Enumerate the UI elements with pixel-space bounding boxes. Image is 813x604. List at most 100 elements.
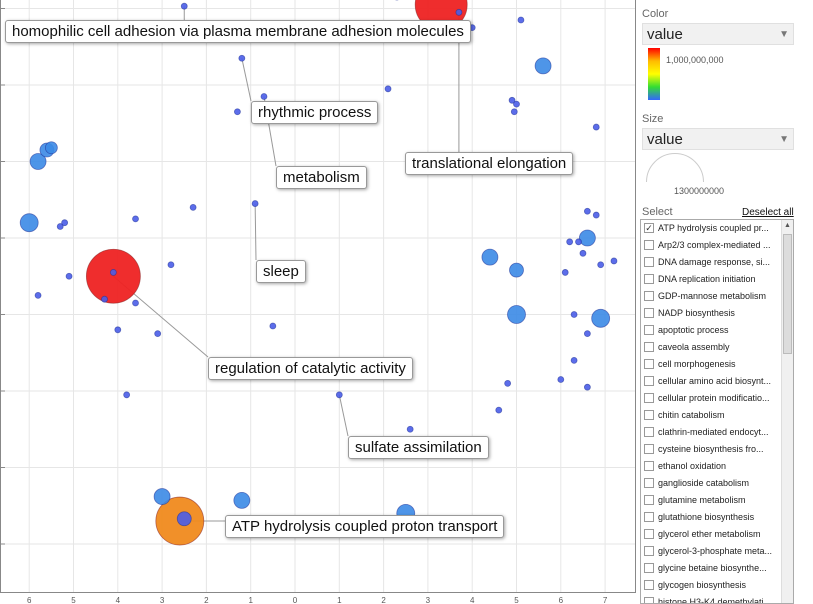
bubble-point[interactable] xyxy=(132,299,139,307)
bubble-point[interactable] xyxy=(509,262,524,278)
bubble-point[interactable] xyxy=(238,54,246,62)
checkbox[interactable] xyxy=(644,512,654,522)
bubble-point[interactable] xyxy=(583,330,591,338)
bubble-point[interactable] xyxy=(406,425,414,433)
checkbox[interactable] xyxy=(644,461,654,471)
size-select[interactable]: value ▼ xyxy=(642,128,794,150)
select-list-item[interactable]: glycogen biosynthesis xyxy=(641,577,781,594)
checkbox[interactable] xyxy=(644,376,654,386)
bubble-point[interactable] xyxy=(19,213,39,233)
select-list-item[interactable]: Arp2/3 complex-mediated ... xyxy=(641,237,781,254)
bubble-point[interactable] xyxy=(557,376,565,383)
bubble-point[interactable] xyxy=(335,391,343,399)
checkbox[interactable] xyxy=(644,478,654,488)
checkbox[interactable] xyxy=(644,274,654,284)
bubble-point[interactable] xyxy=(384,85,392,93)
checkbox[interactable] xyxy=(644,291,654,301)
select-list-item[interactable]: ✓ ATP hydrolysis coupled pr... xyxy=(641,220,781,237)
bubble-point[interactable] xyxy=(29,153,47,170)
select-list-item[interactable]: cysteine biosynthesis fro... xyxy=(641,441,781,458)
select-list-item[interactable]: NADP biosynthesis xyxy=(641,305,781,322)
select-list-item[interactable]: DNA replication initiation xyxy=(641,271,781,288)
bubble-point[interactable] xyxy=(508,96,516,104)
scroll-thumb[interactable] xyxy=(783,234,792,354)
select-list-item[interactable]: glycine betaine biosynthe... xyxy=(641,560,781,577)
scroll-up-icon[interactable]: ▲ xyxy=(784,222,791,229)
checkbox[interactable] xyxy=(644,427,654,437)
bubble-point[interactable] xyxy=(504,379,512,387)
select-list-item[interactable]: glutathione biosynthesis xyxy=(641,509,781,526)
select-list-item[interactable]: cell morphogenesis xyxy=(641,356,781,373)
select-list-item[interactable]: DNA damage response, si... xyxy=(641,254,781,271)
bubble-point[interactable] xyxy=(570,311,578,318)
bubble-point[interactable] xyxy=(592,123,600,131)
checkbox[interactable] xyxy=(644,444,654,454)
checkbox[interactable] xyxy=(644,308,654,318)
bubble-point[interactable] xyxy=(481,248,499,266)
checkbox[interactable] xyxy=(644,529,654,539)
checkbox[interactable] xyxy=(644,563,654,573)
scrollbar[interactable]: ▲ xyxy=(781,220,793,603)
bubble-point[interactable] xyxy=(85,248,141,304)
select-list-item[interactable]: ethanol oxidation xyxy=(641,458,781,475)
checkbox[interactable] xyxy=(644,342,654,352)
bubble-point[interactable] xyxy=(583,383,591,391)
bubble-point[interactable] xyxy=(251,200,259,207)
checkbox[interactable] xyxy=(644,597,654,603)
bubble-point[interactable] xyxy=(583,207,591,215)
bubble-point[interactable] xyxy=(189,203,197,211)
bubble-point[interactable] xyxy=(154,330,162,338)
bubble-point[interactable] xyxy=(56,223,64,230)
scatter-plot[interactable]: 6 5 4 3 2 1 0 1 2 3 4 5 6 7 xyxy=(0,0,636,604)
checkbox[interactable] xyxy=(644,495,654,505)
checkbox[interactable] xyxy=(644,257,654,267)
select-list-item[interactable]: chitin catabolism xyxy=(641,407,781,424)
select-listbox[interactable]: ✓ ATP hydrolysis coupled pr... Arp2/3 comp… xyxy=(640,219,794,604)
bubble-point[interactable] xyxy=(260,93,268,100)
checkbox[interactable]: ✓ xyxy=(644,223,654,233)
bubble-point[interactable] xyxy=(592,211,600,219)
select-list-item[interactable]: GDP-mannose metabolism xyxy=(641,288,781,305)
bubble-point[interactable] xyxy=(534,57,552,75)
bubble-point[interactable] xyxy=(167,261,175,269)
bubble-point[interactable] xyxy=(597,261,605,269)
bubble-point[interactable] xyxy=(579,249,587,257)
bubble-point[interactable] xyxy=(109,269,117,276)
bubble-point[interactable] xyxy=(234,108,241,116)
checkbox[interactable] xyxy=(644,546,654,556)
bubble-point[interactable] xyxy=(269,322,277,330)
select-list-item[interactable]: cellular amino acid biosynt... xyxy=(641,373,781,390)
bubble-point[interactable] xyxy=(180,2,188,10)
checkbox[interactable] xyxy=(644,393,654,403)
bubble-point[interactable] xyxy=(507,305,526,324)
select-list-item[interactable]: glutamine metabolism xyxy=(641,492,781,509)
color-select[interactable]: value ▼ xyxy=(642,23,794,45)
bubble-point[interactable] xyxy=(570,356,578,364)
checkbox[interactable] xyxy=(644,240,654,250)
select-list-item[interactable]: glycerol-3-phosphate meta... xyxy=(641,543,781,560)
bubble-point[interactable] xyxy=(65,272,73,280)
bubble-point[interactable] xyxy=(517,16,525,24)
checkbox[interactable] xyxy=(644,580,654,590)
select-list-item[interactable]: ganglioside catabolism xyxy=(641,475,781,492)
checkbox[interactable] xyxy=(644,410,654,420)
bubble-point[interactable] xyxy=(233,491,251,509)
bubble-point[interactable] xyxy=(575,238,582,246)
checkbox[interactable] xyxy=(644,325,654,335)
bubble-point[interactable] xyxy=(123,391,131,399)
select-list-item[interactable]: apoptotic process xyxy=(641,322,781,339)
bubble-point[interactable] xyxy=(561,269,569,276)
bubble-point[interactable] xyxy=(495,406,503,414)
bubble-point[interactable] xyxy=(61,219,69,227)
bubble-point[interactable] xyxy=(101,295,108,303)
select-list-item[interactable]: clathrin-mediated endocyt... xyxy=(641,424,781,441)
select-list-item[interactable]: glycerol ether metabolism xyxy=(641,526,781,543)
checkbox[interactable] xyxy=(644,359,654,369)
select-list-item[interactable]: cellular protein modificatio... xyxy=(641,390,781,407)
bubble-point[interactable] xyxy=(153,488,171,505)
bubble-point[interactable] xyxy=(34,291,42,299)
bubble-point[interactable] xyxy=(566,238,574,246)
bubble-point[interactable] xyxy=(578,229,596,247)
bubble-point[interactable] xyxy=(455,8,463,16)
bubble-point[interactable] xyxy=(114,326,122,334)
